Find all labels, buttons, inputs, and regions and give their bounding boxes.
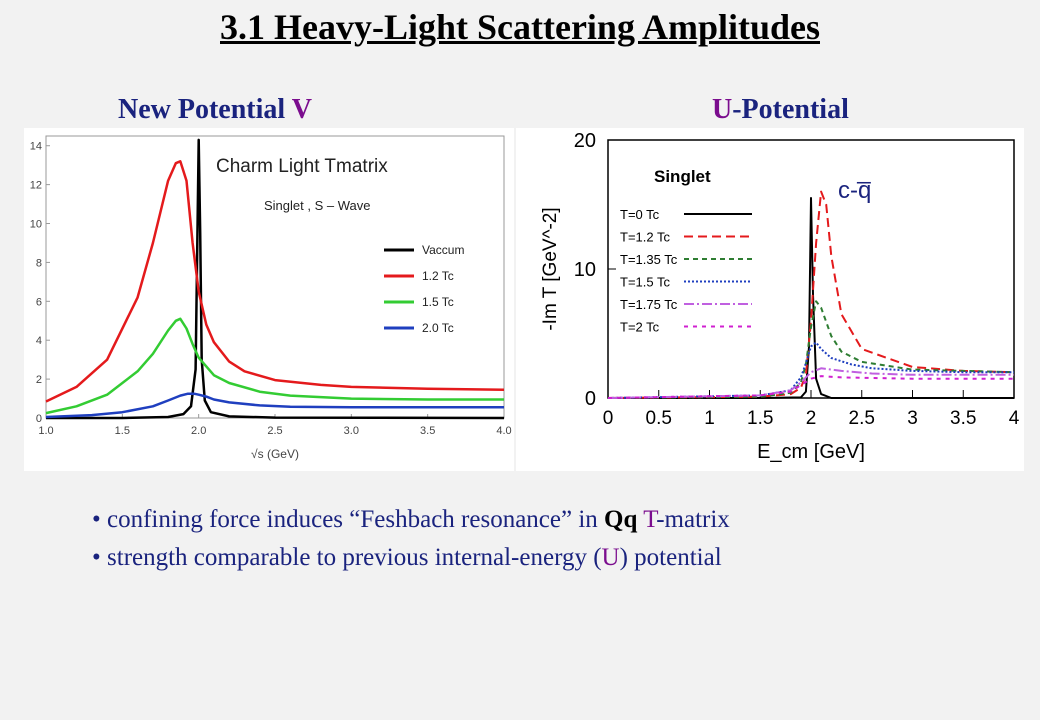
x-tick-label: 3.5 [950,408,976,429]
series-line [607,375,1014,399]
y-tick-label: 8 [36,257,42,269]
series-line [608,197,1014,399]
left-heading-prefix: New Potential [118,94,292,125]
right-chart-panel: 0 10 20 0 0.5 1 1.5 2 2.5 3 3.5 4 E_cm [GeV] -Im T [G… [516,128,1024,471]
legend-label: 1.5 Tc [422,295,454,309]
legend-label: 1.2 Tc [422,269,454,283]
legend-label: T=2 Tc [620,320,660,335]
x-tick-label: 2.5 [849,408,875,429]
x-tick-label: 0 [603,408,614,429]
legend-label: 2.0 Tc [422,321,454,335]
u-potential-chart: 0 10 20 0 0.5 1 1.5 2 2.5 3 3.5 4 E_cm [GeV] -Im T [G… [540,130,1020,463]
x-tick-label: 1.0 [38,425,53,437]
legend-label: T=1.75 Tc [620,297,678,312]
right-chart-heading: U-Potential [712,94,849,126]
y-tick-label: 10 [574,259,596,281]
y-tick-label: 0 [36,413,42,425]
x-tick-label: 4 [1009,408,1020,429]
x-axis-label: E_cm [GeV] [757,441,865,463]
legend-label: T=1.5 Tc [620,275,670,290]
x-tick-label: 0.5 [646,408,672,429]
series-line [45,392,504,419]
x-tick-label: 4.0 [496,425,511,437]
charm-light-tmatrix-chart: 0 2 4 6 8 10 12 14 1.0 1.5 2.0 2.5 3.0 3.5 4.0 √s (GeV)… [30,135,512,461]
bullet-accent: T [643,506,657,533]
series-line [45,160,505,403]
x-tick-label: 3 [907,408,918,429]
x-tick-label: 2 [806,408,817,429]
bullet-item: • strength comparable to previous intern… [92,544,722,571]
y-tick-label: 12 [30,180,42,192]
bullet-text: strength comparable to previous internal… [107,544,602,571]
chart-title: Singlet [654,167,711,186]
x-axis-label: √s (GeV) [251,447,299,461]
series-line [45,317,504,415]
y-tick-label: 10 [30,219,42,231]
left-chart-panel: 0 2 4 6 8 10 12 14 1.0 1.5 2.0 2.5 3.0 3.5 4.0 √s (GeV)… [24,128,514,471]
bullet-text: confining force induces “Feshbach resona… [107,506,605,533]
x-tick-label: 1.5 [115,425,130,437]
y-tick-label: 20 [574,130,596,152]
legend-label: Vaccum [422,243,464,257]
x-tick-label: 1 [704,408,715,429]
series-line [46,138,505,420]
chart-subtitle: Singlet , S – Wave [264,198,370,213]
chart-title: Charm Light Tmatrix [216,156,388,177]
right-heading-suffix: -Potential [732,94,849,125]
y-tick-label: 0 [585,388,596,410]
left-heading-accent: V [291,94,312,125]
legend-label: T=1.2 Tc [620,230,670,245]
y-tick-label: 14 [30,141,42,153]
slide-title: 3.1 Heavy-Light Scattering Amplitudes [220,7,820,47]
x-tick-label: 2.5 [267,425,282,437]
x-tick-label: 3.0 [344,425,359,437]
x-tick-label: 3.5 [420,425,435,437]
right-heading-accent: U [712,94,733,125]
bullet-accent: U [601,544,620,571]
left-chart-heading: New Potential V [118,94,312,126]
legend-label: T=0 Tc [620,207,660,222]
bullet-list: • confining force induces “Feshbach reso… [92,506,992,582]
x-tick-label: 2.0 [191,425,206,437]
bullet-item: • confining force induces “Feshbach reso… [92,506,730,533]
y-axis-label: -Im T [GeV^-2] [540,207,561,330]
legend-label: T=1.35 Tc [620,252,678,267]
y-tick-label: 6 [36,296,42,308]
x-tick-label: 1.5 [747,408,773,429]
chart-annotation: c-q̅ [838,177,871,204]
bullet-tail: -matrix [656,506,730,533]
bullet-tail: ) potential [619,544,722,571]
y-tick-label: 2 [36,374,42,386]
bullet-bold: Qq [604,506,638,533]
series-line [607,367,1014,399]
series-line [607,190,1015,399]
y-tick-label: 4 [36,335,42,347]
